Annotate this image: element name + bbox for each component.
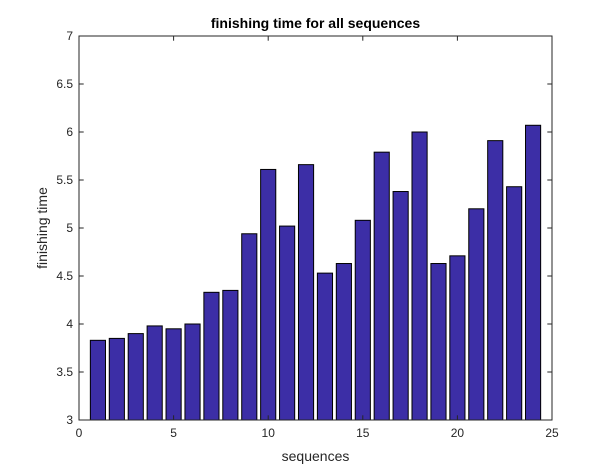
- bar-2: [108, 337, 125, 421]
- bar-13: [316, 272, 334, 421]
- bar-7: [203, 291, 220, 421]
- bar-23: [506, 186, 523, 421]
- bar-20: [449, 255, 466, 421]
- bar-19: [430, 263, 447, 421]
- bar-16: [373, 151, 390, 421]
- bar-8: [222, 289, 239, 421]
- y-tick-label-6.5: 6.5: [56, 77, 73, 91]
- x-axis-label: sequences: [282, 448, 350, 464]
- x-tick-label-20: 20: [451, 426, 465, 440]
- bar-22: [487, 140, 504, 421]
- bar-6: [184, 323, 201, 421]
- bar-17: [392, 191, 409, 421]
- x-tick-label-25: 25: [545, 426, 559, 440]
- bar-10: [260, 168, 277, 421]
- x-tick-label-10: 10: [262, 426, 276, 440]
- y-tick-label-5: 5: [66, 221, 73, 235]
- bars-group: [89, 124, 542, 421]
- y-tick-label-6: 6: [66, 125, 73, 139]
- bar-9: [241, 233, 258, 421]
- bar-21: [468, 208, 485, 421]
- x-tick-label-5: 5: [170, 426, 177, 440]
- x-tick-label-15: 15: [356, 426, 370, 440]
- y-tick-label-3: 3: [66, 413, 73, 427]
- y-tick-label-4.5: 4.5: [56, 269, 73, 283]
- bar-1: [89, 339, 106, 421]
- y-tick-label-5.5: 5.5: [56, 173, 73, 187]
- y-axis-label: finishing time: [34, 187, 50, 269]
- y-tick-label-3.5: 3.5: [56, 365, 73, 379]
- x-tick-label-0: 0: [76, 426, 83, 440]
- bar-24: [525, 124, 542, 421]
- chart-title: finishing time for all sequences: [211, 15, 420, 31]
- bar-11: [279, 225, 296, 421]
- bar-5: [165, 328, 182, 421]
- bar-3: [127, 333, 144, 421]
- y-tick-label-7: 7: [66, 29, 73, 43]
- bar-15: [354, 219, 371, 421]
- bar-4: [146, 325, 163, 421]
- y-tick-label-4: 4: [66, 317, 73, 331]
- bar-14: [335, 263, 352, 421]
- bar-12: [297, 164, 315, 421]
- bar-18: [411, 131, 428, 421]
- plot-frame: [78, 35, 553, 421]
